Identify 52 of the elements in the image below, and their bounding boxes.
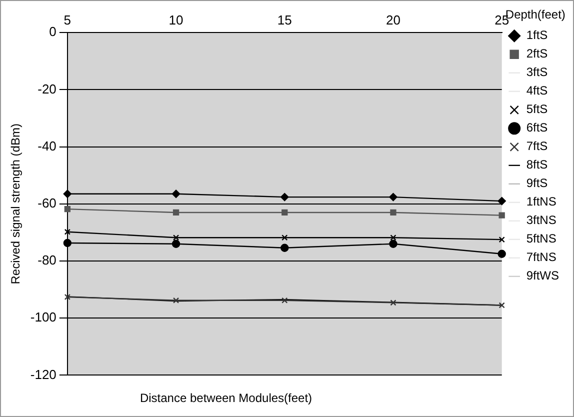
y-tick-label: -40 xyxy=(38,138,56,154)
legend-label: 4ftS xyxy=(526,84,548,98)
point xyxy=(172,209,180,216)
point xyxy=(63,238,72,248)
legend-label: 6ftS xyxy=(526,120,548,135)
point xyxy=(390,209,396,216)
x-axis-title: Distance between Modules(feet) xyxy=(138,391,314,405)
point xyxy=(390,234,396,241)
legend-label: 7ftNS xyxy=(526,250,556,264)
legend-label: 9ftS xyxy=(526,176,548,190)
point xyxy=(64,294,70,300)
legend-label: 9ftWS xyxy=(526,268,559,283)
point xyxy=(282,209,288,216)
point xyxy=(390,300,396,306)
point xyxy=(280,192,289,202)
y-tick-label: -80 xyxy=(38,252,56,268)
legend-label: 1ftS xyxy=(526,28,548,42)
point xyxy=(63,190,72,198)
y-tick-label: 0 xyxy=(49,24,56,40)
point xyxy=(498,212,505,218)
legend-label: 8ftS xyxy=(526,158,548,172)
point xyxy=(172,240,180,248)
x-tick-label: 5 xyxy=(64,12,72,28)
point xyxy=(172,234,180,241)
legend-label: 2ftS xyxy=(526,46,548,61)
y-axis-title: Recived signal strength (dBm) xyxy=(8,124,23,284)
point xyxy=(498,196,506,206)
point xyxy=(498,250,506,258)
point xyxy=(498,302,505,308)
x-tick-label: 10 xyxy=(168,12,184,28)
y-tick-label: -60 xyxy=(38,195,56,210)
legend-label: 7ftS xyxy=(526,139,548,154)
point xyxy=(389,192,398,202)
y-tick-label: -120 xyxy=(30,366,56,382)
legend-label: 3ftNS xyxy=(526,213,556,228)
y-tick-label: -20 xyxy=(38,81,56,96)
point xyxy=(64,228,70,235)
legend-label: 3ftS xyxy=(526,65,548,80)
x-tick-label: 20 xyxy=(386,12,400,28)
point xyxy=(282,297,288,304)
point xyxy=(64,206,70,212)
point xyxy=(498,236,505,243)
y-tick-label: -100 xyxy=(30,310,56,325)
x-tick-label: 15 xyxy=(277,12,292,28)
legend-label: 5ftNS xyxy=(526,232,556,246)
legend-label: 5ftS xyxy=(526,102,548,116)
point xyxy=(282,234,288,241)
point xyxy=(172,190,180,198)
point xyxy=(172,297,180,304)
legend-label: 1ftNS xyxy=(526,194,556,209)
point xyxy=(389,240,398,248)
point xyxy=(280,244,289,252)
